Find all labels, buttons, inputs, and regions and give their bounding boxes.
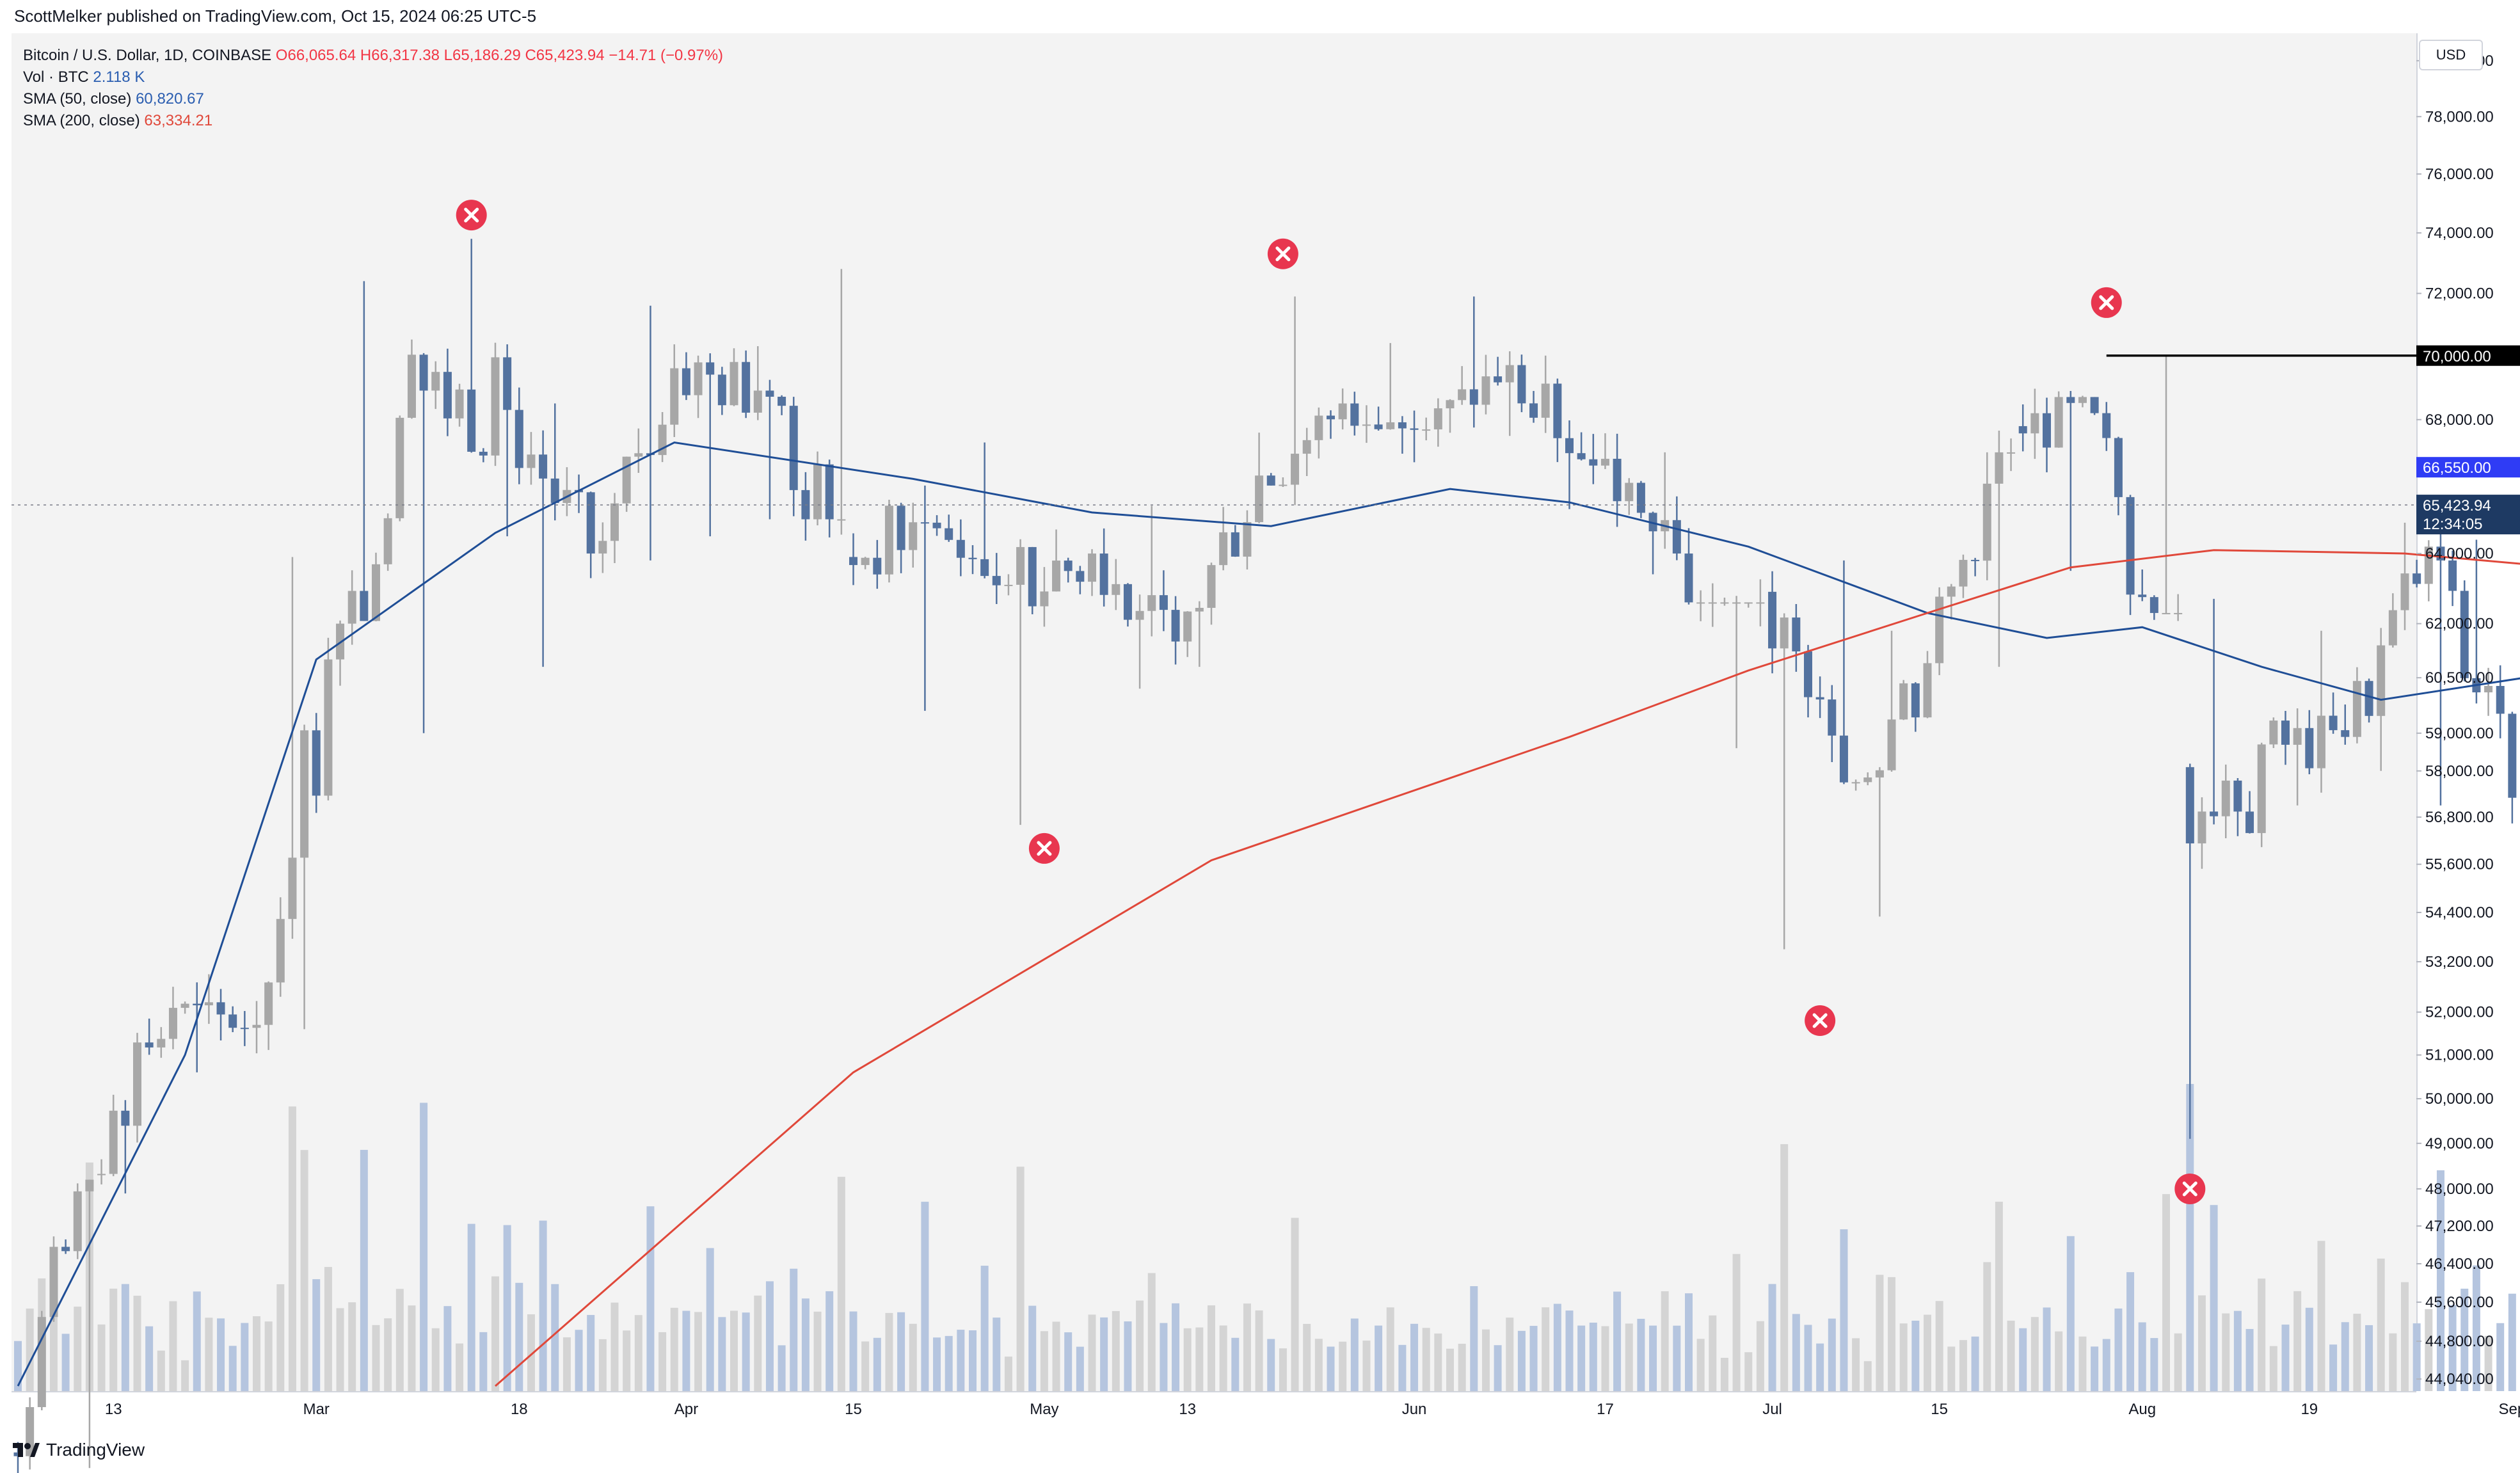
symbol-title: Bitcoin / U.S. Dollar, 1D, COINBASE	[23, 47, 272, 64]
sma200-row: SMA (200, close) 63,334.21	[23, 110, 723, 132]
sma50-value: 60,820.67	[136, 90, 204, 107]
sma200-label: SMA (200, close)	[23, 112, 140, 129]
sma50-label: SMA (50, close)	[23, 90, 132, 107]
sma50-row: SMA (50, close) 60,820.67	[23, 88, 723, 110]
publisher-line: ScottMelker published on TradingView.com…	[14, 6, 537, 26]
volume-row: Vol · BTC 2.118 K	[23, 67, 723, 88]
price-scale[interactable]	[2416, 33, 2520, 1391]
time-tick-label: Sep	[2498, 1401, 2520, 1418]
ohlc-values: O66,065.64 H66,317.38 L65,186.29 C65,423…	[275, 47, 724, 64]
chart-legend: Bitcoin / U.S. Dollar, 1D, COINBASE O66,…	[23, 45, 723, 132]
sma200-value: 63,334.21	[144, 112, 213, 129]
time-axis[interactable]	[12, 1391, 2416, 1426]
volume-value: 2.118 K	[93, 68, 145, 86]
tradingview-logo-icon	[13, 1443, 40, 1457]
volume-label: Vol · BTC	[23, 68, 89, 86]
currency-button[interactable]: USD	[2419, 40, 2483, 70]
chart-pane[interactable]	[12, 33, 2416, 1391]
symbol-row: Bitcoin / U.S. Dollar, 1D, COINBASE O66,…	[23, 45, 723, 67]
footer-brand: TradingView	[46, 1440, 145, 1460]
footer: TradingView	[12, 1432, 145, 1468]
